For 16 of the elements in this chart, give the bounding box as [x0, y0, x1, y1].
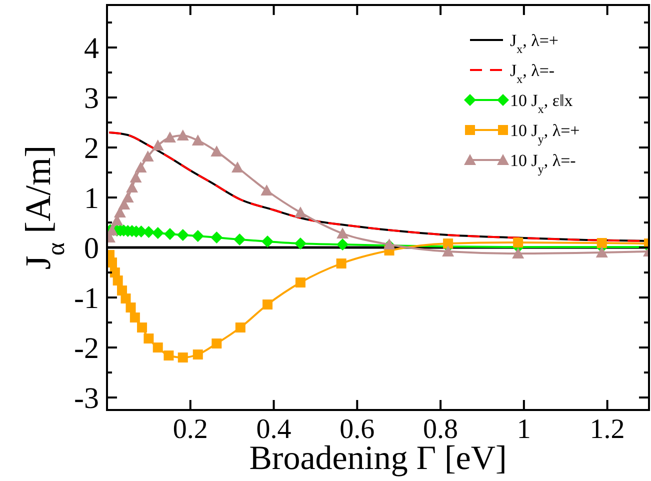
y-tick-label: 4 — [84, 32, 99, 65]
x-tick-label: 1 — [516, 414, 531, 445]
legend-label: 10 J$_{y}$, λ=- — [510, 151, 576, 176]
y-tick-label: 1 — [84, 182, 99, 215]
x-tick-label: 0.2 — [172, 414, 208, 445]
legend-label: J$_{x}$, λ=- — [510, 61, 555, 86]
y-tick-label: -2 — [74, 332, 99, 365]
legend-label: J$_{x}$, λ=+ — [510, 31, 558, 56]
y-tick-label: -1 — [74, 282, 99, 315]
y-tick-label: 2 — [84, 132, 99, 165]
y-tick-label: 3 — [84, 82, 99, 115]
y-tick-label: -3 — [74, 382, 99, 415]
x-tick-label: 1.2 — [590, 414, 625, 445]
legend-label: 10 J$_{y}$, λ=+ — [510, 121, 580, 146]
y-tick-label: 0 — [84, 232, 99, 265]
legend-label: 10 J$_{x}$, ε‖x — [510, 91, 574, 116]
